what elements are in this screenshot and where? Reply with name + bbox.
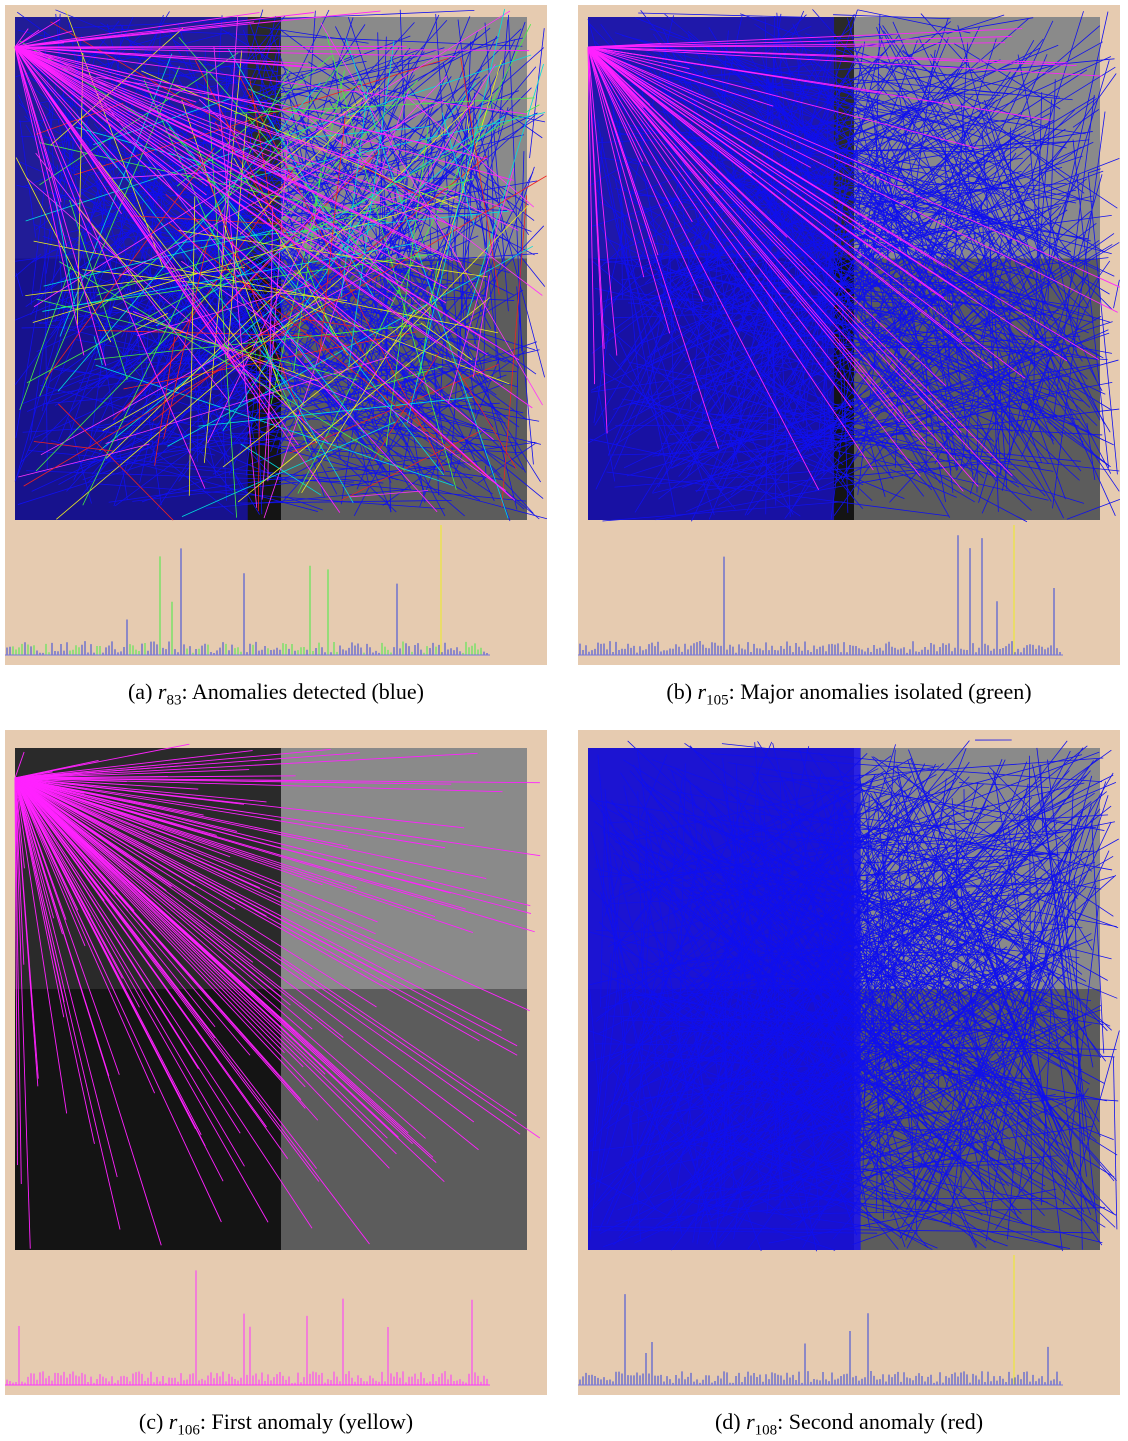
caption-text: : Anomalies detected (blue) (181, 679, 424, 704)
caption-text: : Major anomalies isolated (green) (729, 679, 1032, 704)
panel: (a) r83: Anomalies detected (blue) (5, 5, 547, 709)
caption-symbol: r (698, 679, 707, 704)
caption-symbol: r (746, 1409, 755, 1434)
caption-subscript: 106 (177, 1422, 200, 1438)
visualization (5, 5, 547, 665)
caption-subscript: 83 (166, 692, 181, 708)
caption: (a) r83: Anomalies detected (blue) (5, 679, 547, 709)
caption-label: (b) (666, 679, 692, 704)
caption: (c) r106: First anomaly (yellow) (5, 1409, 547, 1439)
caption-subscript: 108 (755, 1422, 778, 1438)
caption: (b) r105: Major anomalies isolated (gree… (578, 679, 1120, 709)
panel: (b) r105: Major anomalies isolated (gree… (578, 5, 1120, 709)
image-quadrant (281, 748, 527, 989)
visualization (5, 730, 547, 1395)
caption-subscript: 105 (706, 692, 729, 708)
caption-label: (a) (128, 679, 152, 704)
caption-text: : Second anomaly (red) (777, 1409, 983, 1434)
caption: (d) r108: Second anomaly (red) (578, 1409, 1120, 1439)
panel: (d) r108: Second anomaly (red) (578, 730, 1120, 1439)
visualization (578, 730, 1120, 1395)
caption-label: (c) (139, 1409, 163, 1434)
page: (a) r83: Anomalies detected (blue) (b) r… (0, 0, 1128, 1441)
panel: (c) r106: First anomaly (yellow) (5, 730, 547, 1439)
visualization (578, 5, 1120, 665)
image-quadrant (15, 989, 281, 1250)
caption-text: : First anomaly (yellow) (200, 1409, 413, 1434)
caption-label: (d) (715, 1409, 741, 1434)
